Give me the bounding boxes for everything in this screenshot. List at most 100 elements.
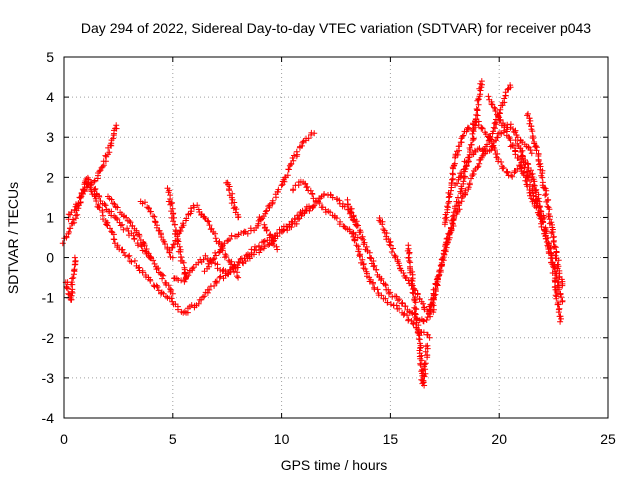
data-point xyxy=(382,281,389,288)
data-point xyxy=(169,254,176,261)
data-point xyxy=(501,95,508,102)
data-point xyxy=(152,219,159,226)
data-point xyxy=(558,315,564,322)
data-point xyxy=(527,147,534,153)
data-point xyxy=(542,230,549,237)
data-point xyxy=(258,216,264,223)
data-point xyxy=(327,209,334,216)
data-point xyxy=(162,241,168,247)
data-point xyxy=(177,228,184,234)
data-point xyxy=(382,295,389,302)
data-point xyxy=(479,146,486,153)
data-point xyxy=(139,269,146,276)
data-point xyxy=(540,219,547,226)
data-point xyxy=(399,299,406,306)
data-point xyxy=(278,182,285,189)
data-point xyxy=(528,150,535,157)
data-point xyxy=(354,234,361,241)
data-point xyxy=(80,187,87,194)
data-point xyxy=(546,206,553,213)
data-point xyxy=(460,132,467,139)
data-point xyxy=(488,101,495,107)
data-point xyxy=(490,128,497,135)
data-point xyxy=(300,138,307,145)
data-point xyxy=(543,191,550,198)
data-point xyxy=(396,296,403,303)
data-point xyxy=(170,214,177,221)
data-point xyxy=(476,145,483,152)
data-point xyxy=(422,360,429,367)
data-point xyxy=(557,318,564,325)
data-point xyxy=(69,275,76,282)
data-point xyxy=(153,282,160,289)
data-point xyxy=(558,294,565,301)
y-tick-label: 0 xyxy=(46,250,54,266)
data-point xyxy=(275,186,282,193)
data-point xyxy=(379,221,386,228)
data-point xyxy=(194,202,201,209)
data-point xyxy=(223,253,230,259)
data-point xyxy=(467,141,474,148)
y-tick-label: 4 xyxy=(46,89,54,105)
data-point xyxy=(130,232,137,239)
data-point xyxy=(433,280,440,287)
data-point xyxy=(555,309,562,316)
data-point xyxy=(147,208,154,215)
data-point xyxy=(150,213,156,220)
data-point xyxy=(531,182,538,189)
data-point xyxy=(459,133,466,140)
data-point xyxy=(469,130,476,137)
data-point xyxy=(478,78,485,85)
y-axis-label: SDTVAR / TECUs xyxy=(5,182,21,294)
data-point xyxy=(434,273,441,280)
data-point xyxy=(446,230,453,237)
data-point xyxy=(470,135,477,142)
data-point xyxy=(226,187,233,194)
data-point xyxy=(87,182,94,189)
data-point xyxy=(189,265,196,272)
data-point xyxy=(213,252,219,259)
data-point xyxy=(267,231,274,238)
data-point xyxy=(512,137,519,144)
data-point xyxy=(269,197,276,204)
data-point xyxy=(228,232,235,239)
data-point xyxy=(512,151,519,158)
data-point xyxy=(119,221,126,228)
data-point xyxy=(507,82,514,89)
data-point xyxy=(367,255,374,262)
data-point xyxy=(474,164,481,171)
data-point xyxy=(496,117,503,124)
data-point xyxy=(212,235,219,242)
data-point xyxy=(408,277,415,283)
data-point xyxy=(373,266,380,273)
data-point xyxy=(68,209,75,216)
data-point xyxy=(234,262,241,269)
data-point xyxy=(417,344,424,351)
x-tick-label: 20 xyxy=(491,431,507,447)
data-point xyxy=(182,276,189,283)
data-point xyxy=(359,256,366,263)
data-point xyxy=(495,158,502,165)
grid-lines xyxy=(64,57,608,418)
data-point xyxy=(550,237,557,244)
data-point xyxy=(443,214,450,221)
data-point xyxy=(475,101,482,108)
data-point xyxy=(234,273,240,280)
data-point xyxy=(274,246,281,253)
data-point xyxy=(159,275,166,282)
data-point xyxy=(454,180,460,187)
data-point xyxy=(177,248,184,255)
data-point xyxy=(260,238,267,245)
data-point xyxy=(285,166,292,173)
data-point xyxy=(256,249,263,256)
data-point xyxy=(117,222,124,229)
data-point xyxy=(199,294,206,301)
data-point xyxy=(439,256,445,263)
data-point xyxy=(552,244,559,251)
x-tick-label: 15 xyxy=(383,431,399,447)
data-point xyxy=(293,220,300,227)
data-point xyxy=(445,200,452,206)
data-point xyxy=(211,282,218,289)
data-point xyxy=(366,278,373,285)
